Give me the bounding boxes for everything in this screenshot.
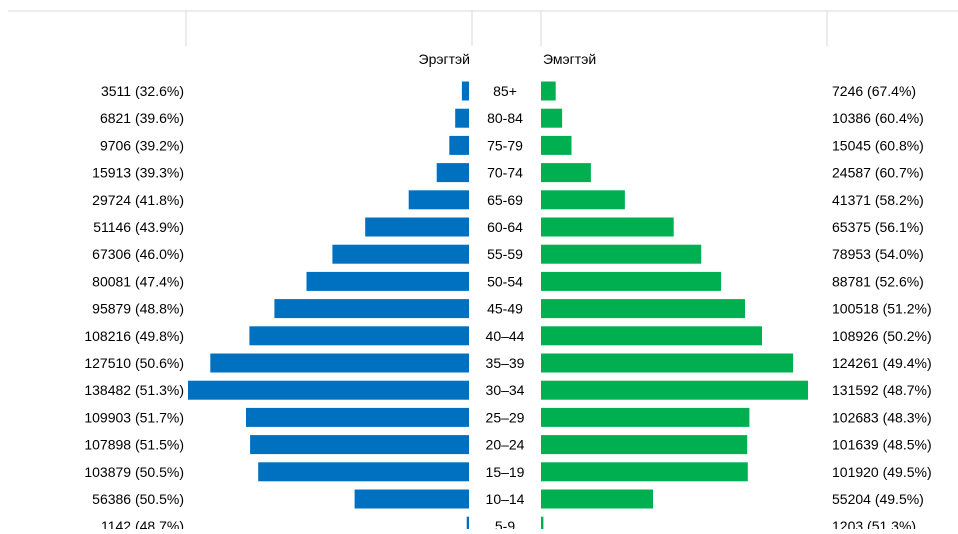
age-group-label-8: 50-54 [487,273,523,289]
male-bar-17 [466,516,469,534]
female-header: Эмэгтэй [543,51,596,67]
age-group-label-10: 40–44 [486,328,525,344]
female-value-label-4: 24587 (60.7%) [832,165,924,181]
male-value-label-6: 51146 (43.9%) [93,219,184,235]
female-bar-16 [541,489,653,509]
male-bar-14 [250,435,469,455]
male-bar-16 [354,489,469,509]
female-value-label-2: 10386 (60.4%) [832,110,924,126]
age-group-label-3: 75-79 [487,137,523,153]
male-bar-9 [274,299,469,319]
female-bar-9 [541,299,745,319]
age-group-label-17: 5-9 [495,518,515,529]
male-bar-1 [461,81,469,101]
age-group-label-12: 30–34 [486,382,525,398]
female-bar-7 [541,244,702,264]
male-value-label-4: 15913 (39.3%) [92,165,184,181]
male-value-label-5: 29724 (41.8%) [92,192,184,208]
male-bar-5 [408,190,469,210]
age-group-label-4: 70-74 [487,165,523,181]
age-group-label-5: 65-69 [487,192,523,208]
male-bar-7 [332,244,469,264]
male-bar-15 [258,462,469,482]
female-bar-5 [541,190,625,210]
male-bar-12 [188,380,469,400]
male-bar-3 [449,135,469,155]
age-group-label-13: 25–29 [486,409,525,425]
female-value-label-11: 124261 (49.4%) [832,355,932,371]
age-group-label-11: 35–39 [486,355,525,371]
male-value-label-17: 1142 (48.7%) [101,518,184,529]
female-bar-3 [541,135,572,155]
female-bar-14 [541,435,748,455]
female-value-label-7: 78953 (54.0%) [832,246,924,262]
male-value-label-9: 95879 (48.8%) [92,301,184,317]
female-value-label-3: 15045 (60.8%) [832,137,924,153]
male-value-label-7: 67306 (46.0%) [92,246,184,262]
female-bar-6 [541,217,674,237]
age-group-label-6: 60-64 [487,219,523,235]
male-header: Эрэгтэй [419,51,470,67]
female-bar-8 [541,271,722,291]
female-bar-2 [541,108,563,128]
female-value-label-5: 41371 (58.2%) [832,192,924,208]
male-value-label-11: 127510 (50.6%) [84,355,184,371]
male-value-label-8: 80081 (47.4%) [92,273,184,289]
male-value-label-2: 6821 (39.6%) [100,110,184,126]
female-bar-11 [541,353,794,373]
female-bar-12 [541,380,808,400]
male-value-label-10: 108216 (49.8%) [84,328,184,344]
age-group-label-14: 20–24 [486,437,525,453]
female-value-label-10: 108926 (50.2%) [832,328,932,344]
female-value-label-15: 101920 (49.5%) [832,464,932,480]
male-bar-10 [249,326,469,346]
age-group-label-15: 15–19 [486,464,525,480]
age-group-label-7: 55-59 [487,246,523,262]
female-value-label-13: 102683 (48.3%) [832,409,932,425]
male-value-label-12: 138482 (51.3%) [84,382,184,398]
male-value-label-1: 3511 (32.6%) [101,83,184,99]
female-bar-4 [541,163,591,183]
female-bar-13 [541,407,750,427]
age-group-label-16: 10–14 [486,491,525,507]
age-group-label-9: 45-49 [487,301,523,317]
female-value-label-17: 1203 (51.3%) [832,518,916,529]
age-group-label-2: 80-84 [487,110,523,126]
header-grid [8,10,958,46]
male-bar-13 [246,407,469,427]
female-value-label-12: 131592 (48.7%) [832,382,932,398]
female-bar-1 [541,81,556,101]
male-bar-4 [436,163,469,183]
pyramid-rows: 3511 (32.6%) 85+ 7246 (67.4%) 6821 (39.6%) 8… [84,81,932,534]
age-group-label-1: 85+ [493,83,517,99]
female-value-label-9: 100518 (51.2%) [832,301,932,317]
male-bar-6 [365,217,469,237]
male-value-label-3: 9706 (39.2%) [100,137,184,153]
male-bar-2 [455,108,469,128]
female-value-label-1: 7246 (67.4%) [832,83,916,99]
female-value-label-16: 55204 (49.5%) [832,491,924,507]
female-value-label-6: 65375 (56.1%) [832,219,924,235]
male-value-label-15: 103879 (50.5%) [84,464,184,480]
male-bar-8 [306,271,469,291]
male-value-label-16: 56386 (50.5%) [92,491,184,507]
male-bar-11 [210,353,470,373]
male-value-label-14: 107898 (51.5%) [84,437,184,453]
female-value-label-14: 101639 (48.5%) [832,437,932,453]
male-value-label-13: 109903 (51.7%) [84,409,184,425]
female-value-label-8: 88781 (52.6%) [832,273,924,289]
female-bar-15 [541,462,748,482]
female-bar-17 [541,516,544,534]
female-bar-10 [541,326,762,346]
